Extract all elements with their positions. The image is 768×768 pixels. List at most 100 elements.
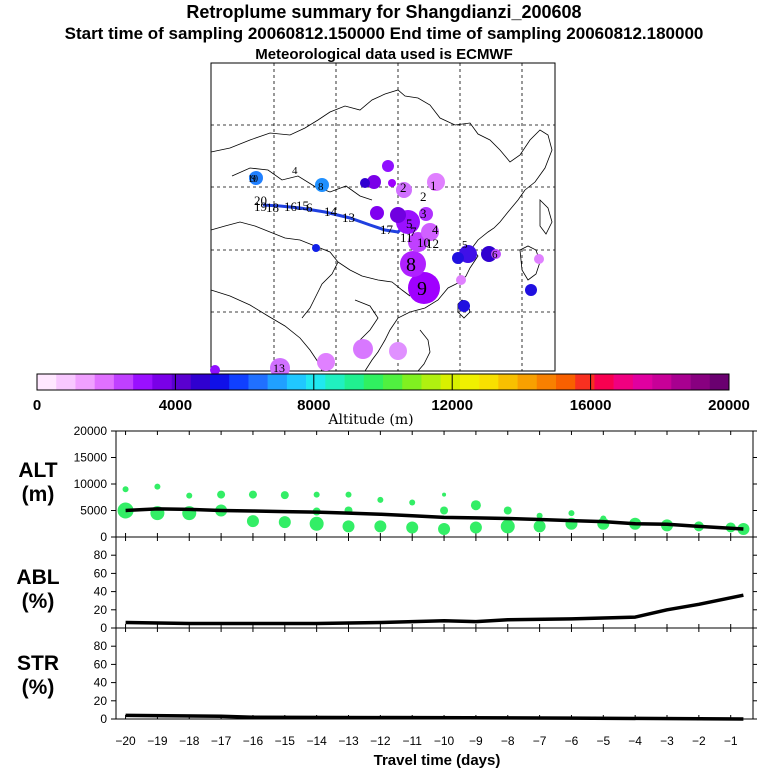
cluster-marker: [458, 300, 470, 312]
map-label: 14: [324, 204, 338, 219]
cluster-marker: [382, 160, 394, 172]
cluster-marker: [491, 249, 501, 259]
colorbar-swatch: [594, 374, 614, 390]
colorbar-swatch: [383, 374, 403, 390]
colorbar-tick-label: 4000: [159, 397, 192, 414]
colorbar-swatch: [56, 374, 76, 390]
colorbar-frame: [36, 373, 730, 391]
map-label: 18: [266, 200, 279, 215]
str-label-line1: STR: [17, 652, 59, 675]
abl-label-line2: (%): [22, 590, 55, 613]
colorbar-swatch: [556, 374, 576, 390]
altitude-point: [503, 506, 512, 515]
cluster-marker: [370, 206, 384, 220]
sampling-time-line: Start time of sampling 20060812.150000 E…: [64, 24, 704, 43]
altitude-point: [280, 491, 289, 500]
map-panel: 1 2 2 3 4 5 6 7 8 9 10 11 12 13 14 15 16…: [210, 62, 556, 378]
x-tick-label: −15: [275, 734, 296, 748]
panel-abl: 80 60 40 20 0: [94, 536, 757, 635]
colorbar-swatch: [37, 374, 57, 390]
series-line: [125, 507, 744, 531]
cluster-marker: [367, 175, 381, 189]
y-tick-label: 5000: [80, 504, 107, 518]
colorbar-title: Altitude (m): [327, 412, 413, 428]
altitude-point: [409, 499, 416, 506]
y-tick-label: 20: [94, 603, 108, 617]
altitude-point: [117, 502, 134, 519]
colorbar-swatch: [671, 374, 691, 390]
colorbar-tick-label: 0: [33, 397, 41, 414]
x-tick-label: −20: [115, 734, 136, 748]
map-label: 2: [420, 189, 427, 204]
colorbar-swatch: [690, 374, 711, 390]
map-label: 7: [410, 224, 417, 239]
altitude-point: [440, 506, 449, 515]
colorbar-swatch: [536, 374, 557, 390]
colorbar-swatch: [210, 374, 230, 390]
x-tick-label: −2: [692, 734, 706, 748]
str-label-line2: (%): [22, 676, 55, 699]
map-label: 15: [296, 198, 309, 213]
colorbar-tick-label: 12000: [431, 397, 473, 414]
colorbar-swatch: [152, 374, 172, 390]
y-tick-label: 40: [94, 585, 108, 599]
altitude-point: [568, 510, 575, 517]
cluster-marker: [427, 173, 445, 191]
x-tick-label: −17: [211, 734, 232, 748]
colorbar-swatch: [248, 374, 268, 390]
cluster-marker: [408, 272, 440, 304]
series-line: [125, 713, 744, 721]
altitude-point: [469, 521, 482, 534]
altitude-point: [217, 490, 226, 499]
map-label: 10: [248, 174, 258, 185]
x-tick-label: −10: [434, 734, 455, 748]
altitude-point: [313, 491, 320, 498]
altitude-point: [345, 491, 352, 498]
altitude-point: [500, 519, 515, 534]
altitude-point: [342, 520, 355, 533]
colorbar-swatch: [402, 374, 422, 390]
cluster-marker: [396, 182, 412, 198]
altitude-point: [122, 486, 129, 493]
map-label: 12: [426, 236, 439, 251]
colorbar-swatch: [613, 374, 634, 390]
map-label: 4: [432, 222, 439, 237]
map-day-labels: 1 2 2 3 4 5 6 7 8 9 10 11 12 13 14 15 16…: [248, 165, 498, 375]
y-tick-label: 15000: [74, 451, 108, 465]
cluster-marker: [452, 252, 464, 264]
map-label: 2: [400, 180, 407, 195]
map-label: 11: [400, 230, 413, 245]
altitude-point: [406, 521, 419, 534]
map-label: 8: [406, 254, 416, 276]
met-data-line: Meteorological data used is ECMWF: [255, 46, 513, 63]
altitude-point: [438, 523, 451, 536]
x-tick-label: −11: [402, 734, 422, 748]
y-tick-label: 20: [94, 694, 108, 708]
cluster-marker: [270, 358, 290, 378]
map-label: 13: [273, 361, 285, 375]
colorbar-swatch: [517, 374, 538, 390]
panel-alt: 20000 15000 10000 5000 0: [74, 424, 757, 544]
altitude-point: [533, 520, 546, 533]
map-label: 6: [306, 200, 313, 215]
colorbar-swatch: [171, 374, 192, 390]
colorbar-swatch: [421, 374, 441, 390]
cluster-marker: [353, 339, 373, 359]
y-tick-label: 0: [100, 621, 107, 635]
alt-label-line1: ALT: [18, 459, 57, 482]
y-tick-label: 0: [100, 712, 107, 726]
y-tick-label: 10000: [74, 477, 108, 491]
panel-frame: [115, 536, 754, 629]
cluster-marker: [315, 178, 329, 192]
altitude-point: [246, 515, 259, 528]
colorbar-swatch: [133, 374, 153, 390]
colorbar-ticks: 0 4000 8000 12000 16000 20000: [33, 374, 750, 414]
y-tick-label: 80: [94, 639, 108, 653]
map-label: 5: [406, 216, 413, 231]
colorbar-tick-label: 16000: [570, 397, 612, 414]
x-tick-label: −1: [724, 734, 738, 748]
cluster-marker: [400, 251, 426, 277]
colorbar-swatch: [652, 374, 672, 390]
map-frame: [210, 62, 556, 372]
